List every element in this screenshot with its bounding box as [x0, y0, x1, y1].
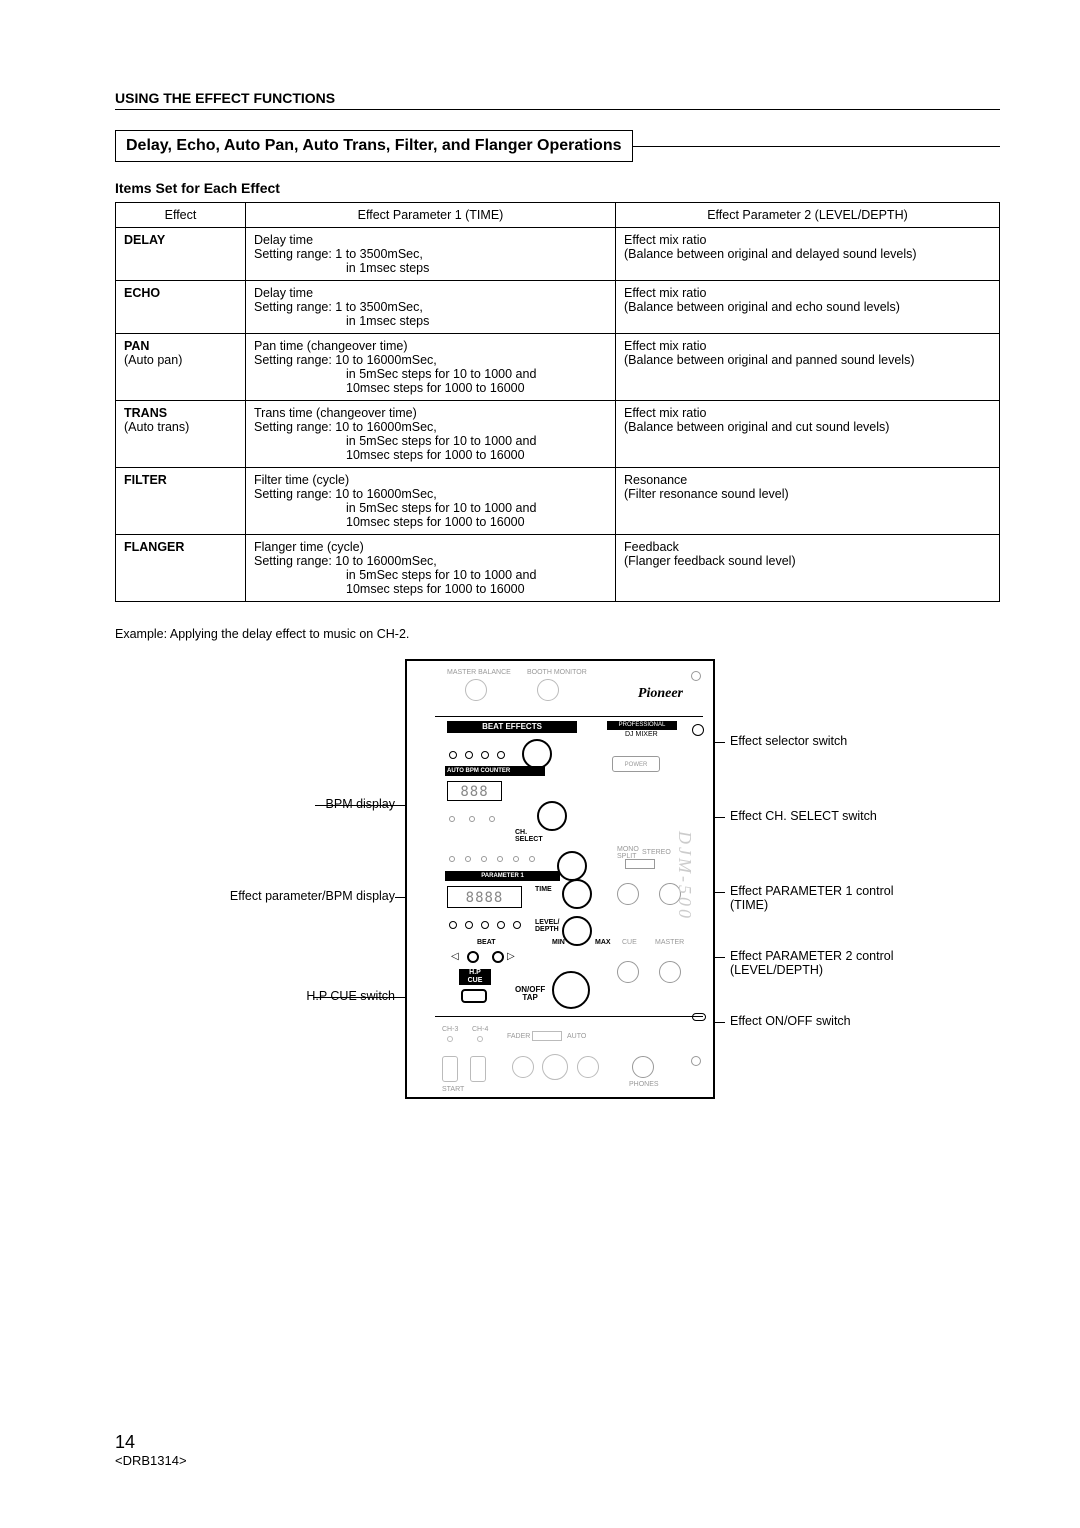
lbl-masterbal: MASTER BALANCE	[447, 669, 511, 676]
callout-p2-a: Effect PARAMETER 2 control	[730, 949, 893, 963]
callout-p2-b: (LEVEL/DEPTH)	[730, 963, 823, 977]
param-display: 8888	[447, 886, 522, 908]
lbl-ch3: CH-3	[442, 1026, 458, 1033]
title-row: Delay, Echo, Auto Pan, Auto Trans, Filte…	[115, 130, 1000, 162]
lbl-djmixer: DJ MIXER	[625, 731, 658, 738]
lbl-auto: AUTO	[567, 1033, 586, 1040]
table-row: DELAYDelay timeSetting range: 1 to 3500m…	[116, 228, 1000, 281]
ch-select-knob	[537, 801, 567, 831]
lbl-mono: MONO SPLIT	[617, 846, 639, 860]
lbl-professional: PROFESSIONAL	[607, 721, 677, 730]
hole-icon	[692, 724, 704, 736]
effect-selector-knob	[522, 739, 552, 769]
mixer-panel: MASTER BALANCE BOOTH MONITOR Pioneer BEA…	[405, 659, 715, 1099]
lbl-phones: PHONES	[629, 1081, 659, 1088]
footer: 14 <DRB1314>	[115, 1432, 187, 1468]
table-row: TRANS(Auto trans)Trans time (changeover …	[116, 401, 1000, 468]
connector-icon	[692, 1013, 706, 1021]
diagram: BPM display Effect parameter/BPM display…	[105, 659, 985, 1179]
knob-masterbal	[465, 679, 487, 701]
param1-knob	[562, 879, 592, 909]
lbl-max: MAX	[595, 939, 611, 946]
bpm-display: 888	[447, 781, 502, 801]
section-header: USING THE EFFECT FUNCTIONS	[115, 90, 1000, 110]
lbl-fader: FADER	[507, 1033, 530, 1040]
lbl-cue: CUE	[622, 939, 637, 946]
param2-knob	[562, 916, 592, 946]
knob-generic	[557, 851, 587, 881]
lbl-time: TIME	[535, 886, 552, 893]
callout-p2: Effect PARAMETER 2 control (LEVEL/DEPTH)	[730, 949, 893, 977]
table-row: PAN(Auto pan)Pan time (changeover time)S…	[116, 334, 1000, 401]
onoff-label: ON/OFF TAP	[515, 986, 545, 1002]
effects-table: Effect Effect Parameter 1 (TIME) Effect …	[115, 202, 1000, 602]
callout-hpcue: H.P CUE switch	[105, 989, 395, 1003]
onoff-button	[552, 971, 590, 1009]
title-line	[633, 146, 1001, 147]
lbl-leveldepth: LEVEL/ DEPTH	[535, 919, 560, 933]
hp-jack	[617, 883, 639, 905]
example-text: Example: Applying the delay effect to mu…	[115, 627, 1000, 641]
title-box: Delay, Echo, Auto Pan, Auto Trans, Filte…	[115, 130, 633, 162]
auto-bpm-label: AUTO BPM COUNTER	[445, 766, 545, 776]
param1-label: PARAMETER 1	[445, 871, 560, 881]
model-logo: DJM-500	[675, 771, 695, 981]
th-effect: Effect	[116, 203, 246, 228]
callout-p1-b: (TIME)	[730, 898, 768, 912]
th-param1: Effect Parameter 1 (TIME)	[246, 203, 616, 228]
callout-chselect: Effect CH. SELECT switch	[730, 809, 877, 823]
beat-effects-label: BEAT EFFECTS	[447, 721, 577, 733]
hp-cue-button	[461, 989, 487, 1003]
table-row: FILTERFilter time (cycle)Setting range: …	[116, 468, 1000, 535]
callout-bpm: BPM display	[105, 797, 395, 811]
lbl-stereo: STEREO	[642, 849, 671, 856]
table-row: ECHODelay timeSetting range: 1 to 3500mS…	[116, 281, 1000, 334]
callout-p1-a: Effect PARAMETER 1 control	[730, 884, 893, 898]
doc-code: <DRB1314>	[115, 1453, 187, 1468]
screw-icon	[691, 671, 701, 681]
callout-selector: Effect selector switch	[730, 734, 847, 748]
brand-logo: Pioneer	[638, 686, 683, 702]
lbl-start: START	[442, 1086, 464, 1093]
lbl-chselect: CH. SELECT	[515, 829, 543, 843]
lbl-ch4: CH-4	[472, 1026, 488, 1033]
callout-onoff: Effect ON/OFF switch	[730, 1014, 851, 1028]
lbl-booth: BOOTH MONITOR	[527, 669, 587, 676]
lbl-min: MIN	[552, 939, 565, 946]
items-subhead: Items Set for Each Effect	[115, 180, 1000, 196]
callout-p1: Effect PARAMETER 1 control (TIME)	[730, 884, 893, 912]
knob-booth	[537, 679, 559, 701]
power-button: POWER	[612, 756, 660, 772]
table-row: FLANGERFlanger time (cycle)Setting range…	[116, 535, 1000, 602]
lbl-beat: BEAT	[477, 939, 496, 946]
hp-cue-label: H.P CUE	[459, 969, 491, 985]
callout-epbpm: Effect parameter/BPM display	[105, 889, 395, 903]
th-param2: Effect Parameter 2 (LEVEL/DEPTH)	[616, 203, 1000, 228]
page-number: 14	[115, 1432, 135, 1452]
